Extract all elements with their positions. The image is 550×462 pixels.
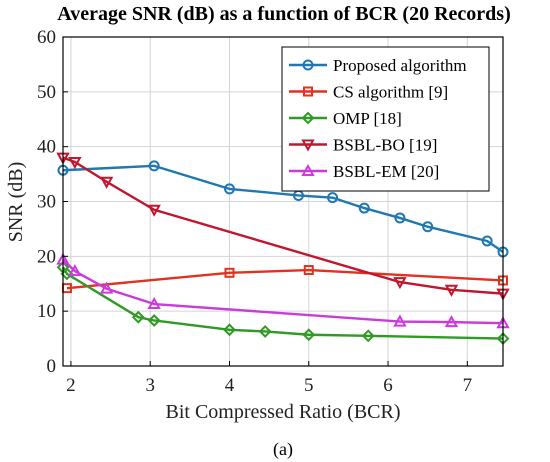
data-point-marker [393,277,407,290]
plot-series [56,152,510,345]
series-4 [56,252,510,329]
tick-labels: 2 3 4 5 6 7 0 10 20 30 40 50 60 [37,27,472,396]
series-line [62,164,504,253]
data-point-marker [224,267,235,278]
series-line [62,156,504,295]
y-tick-label: 0 [47,356,57,377]
data-point-marker [147,314,161,327]
y-tick-label: 30 [37,192,56,213]
data-point-marker [131,310,145,324]
x-tick-label: 5 [304,375,314,396]
data-point-marker [60,267,74,281]
legend-marker [303,86,313,97]
x-tick-label: 4 [225,375,235,396]
data-point-marker [148,160,160,172]
data-point-marker [444,315,459,328]
legend: Proposed algorithm CS algorithm [9] OMP [1… [281,46,490,192]
legend-label: BSBL-EM [20] [333,162,439,181]
data-point-marker [481,235,493,247]
legend-marker [302,59,314,71]
legend-label: OMP [18] [333,109,402,128]
y-tick-label: 40 [37,137,56,158]
legend-label: Proposed algorithm [333,56,467,75]
legend-entry: BSBL-BO [19] [289,136,437,155]
series-line [66,268,504,290]
data-point-marker [147,296,161,310]
y-tick-label: 50 [37,82,56,103]
y-tick-label: 60 [37,27,56,48]
data-point-marker [422,221,434,233]
legend-marker [301,139,315,152]
data-point-marker [68,264,82,277]
series-2 [56,260,510,345]
data-point-marker [99,176,114,189]
x-tick-label: 3 [145,375,155,396]
x-tick-label: 6 [383,375,393,396]
y-tick-label: 20 [37,246,56,267]
data-point-marker [302,328,316,342]
legend-marker [301,111,315,125]
data-point-marker [223,183,235,195]
y-axis-label: SNR (dB) [5,162,27,243]
legend-marker [301,163,315,176]
data-point-marker [147,204,161,217]
series-0 [57,160,509,258]
data-point-marker [68,157,82,170]
legend-entry: OMP [18] [289,109,402,128]
x-tick-label: 2 [66,375,76,396]
data-point-marker [327,192,339,204]
data-point-marker [361,329,375,343]
figure-caption: (a) [273,439,293,460]
series-line [62,258,504,325]
data-point-marker [303,265,314,276]
x-axis-label: Bit Compressed Ratio (BCR) [166,401,401,423]
data-point-marker [393,314,407,327]
legend-label: BSBL-BO [19] [333,136,437,155]
data-point-marker [394,212,406,224]
legend-entry: Proposed algorithm [289,56,467,75]
y-tick-label: 10 [37,301,56,322]
data-point-marker [99,281,114,294]
series-line [61,266,504,340]
data-point-marker [223,323,236,337]
data-point-marker [358,202,370,214]
x-tick-label: 7 [463,375,473,396]
chart-title: Average SNR (dB) as a function of BCR (2… [57,3,510,25]
legend-entry: BSBL-EM [20] [289,162,439,181]
legend-entry: CS algorithm [9] [289,83,448,102]
data-point-marker [258,325,272,338]
data-point-marker [444,284,459,297]
legend-label: CS algorithm [9] [333,83,448,102]
